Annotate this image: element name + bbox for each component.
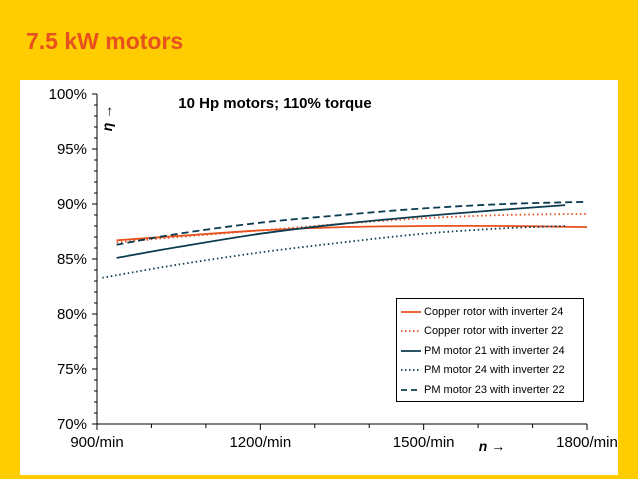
legend-swatch <box>401 310 421 313</box>
legend-item: PM motor 24 with inverter 22 <box>401 361 577 381</box>
x-tick-label: 900/min <box>70 434 123 451</box>
efficiency-chart: 70% 75% 80% 85% 90% 95% 100% 900/min 1200/min 150… <box>49 86 618 454</box>
legend-label: PM motor 24 with inverter 22 <box>424 364 565 377</box>
chart-title: 10 Hp motors; 110% torque <box>178 95 371 112</box>
x-axis-label: n → <box>479 438 505 454</box>
series-line-1 <box>116 224 588 242</box>
legend-swatch <box>401 330 421 333</box>
legend-label: PM motor 23 with inverter 22 <box>424 383 565 396</box>
chart-panel: 70% 75% 80% 85% 90% 95% 100% 900/min 1200/min 150… <box>20 80 618 475</box>
legend-item: Copper rotor with inverter 22 <box>401 322 577 342</box>
series-line-5 <box>116 200 588 246</box>
y-tick-label: 80% <box>57 306 87 323</box>
y-tick-label: 100% <box>49 86 87 103</box>
legend-item: PM motor 21 with inverter 24 <box>401 341 577 361</box>
slide-title: 7.5 kW motors <box>26 28 184 54</box>
legend-swatch <box>401 388 421 391</box>
x-tick-label: 1800/min <box>556 434 618 451</box>
y-axis-label: η → <box>99 105 115 131</box>
y-tick-label: 90% <box>57 196 87 213</box>
legend-swatch <box>401 369 421 372</box>
legend-label: Copper rotor with inverter 24 <box>424 305 564 318</box>
series-line-3 <box>116 204 566 259</box>
legend-swatch <box>401 349 421 352</box>
x-tick-label: 1500/min <box>393 434 455 451</box>
legend-item: PM motor 23 with inverter 22 <box>401 380 577 400</box>
x-tick-label: 1200/min <box>229 434 291 451</box>
legend-label: PM motor 21 with inverter 24 <box>424 344 565 357</box>
y-tick-label: 70% <box>57 416 87 433</box>
y-tick-label: 85% <box>57 251 87 268</box>
legend-item: Copper rotor with inverter 24 <box>401 302 577 322</box>
y-tick-label: 75% <box>57 361 87 378</box>
chart-legend: Copper rotor with inverter 24 Copper rot… <box>396 298 584 402</box>
legend-label: Copper rotor with inverter 22 <box>424 325 564 338</box>
y-tick-label: 95% <box>57 141 87 158</box>
series-line-4 <box>102 225 566 279</box>
